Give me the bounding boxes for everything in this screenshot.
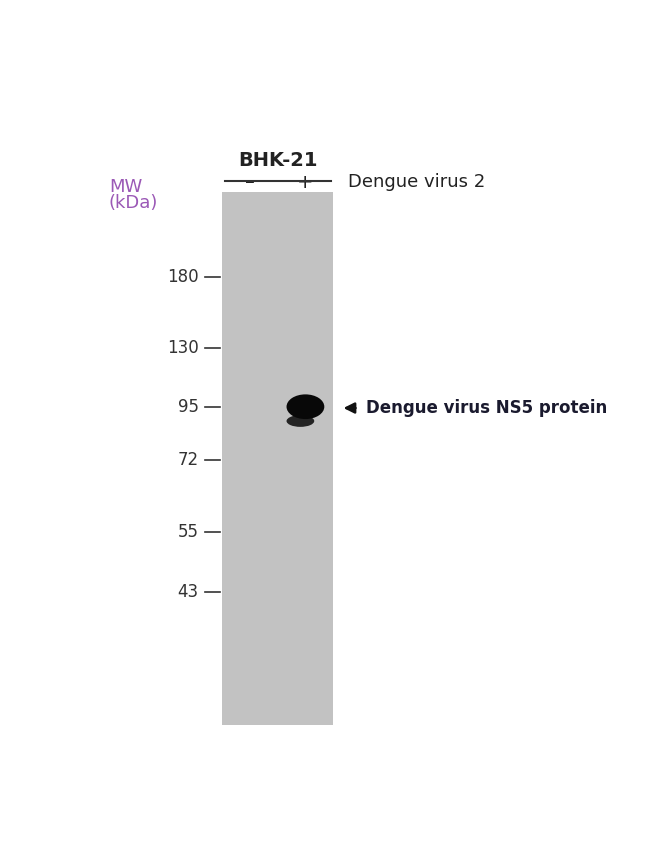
Text: Dengue virus 2: Dengue virus 2	[348, 173, 486, 191]
Text: BHK-21: BHK-21	[238, 150, 317, 170]
Ellipse shape	[287, 394, 324, 419]
Text: 55: 55	[177, 523, 199, 541]
Text: 180: 180	[167, 268, 199, 286]
Text: Dengue virus NS5 protein: Dengue virus NS5 protein	[366, 399, 607, 417]
Ellipse shape	[287, 415, 314, 427]
Text: 130: 130	[167, 339, 199, 357]
Text: 43: 43	[177, 583, 199, 601]
Text: (kDa): (kDa)	[109, 194, 159, 212]
Text: –: –	[245, 173, 255, 192]
Text: 72: 72	[177, 451, 199, 469]
Text: +: +	[297, 173, 314, 192]
Text: MW: MW	[109, 177, 142, 196]
Text: 95: 95	[177, 398, 199, 416]
Bar	[222, 192, 333, 725]
